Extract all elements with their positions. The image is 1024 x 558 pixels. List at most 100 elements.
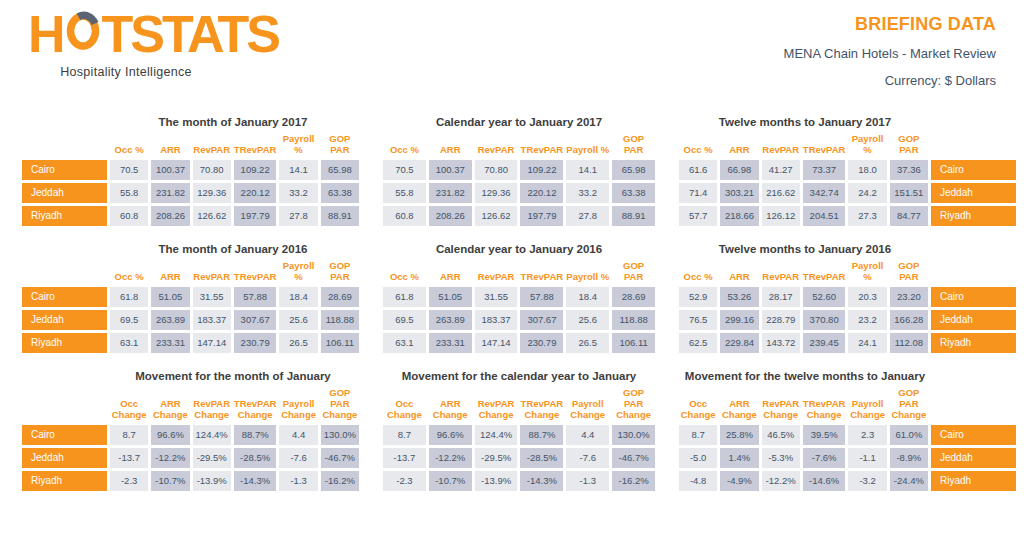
column-header: Payroll Change bbox=[279, 398, 317, 422]
column-header: Occ Change bbox=[679, 398, 717, 422]
data-cell: 26.5 bbox=[279, 333, 317, 353]
report-title: BRIEFING DATA bbox=[784, 14, 996, 35]
column-header: ARR bbox=[429, 144, 472, 157]
table-month-jan-2017: The month of January 2017Occ %ARRRevPART… bbox=[22, 116, 359, 226]
data-cell: -12.2% bbox=[762, 471, 800, 491]
column-header: GOP PAR bbox=[890, 133, 928, 157]
table-twelve-months-2017: Twelve months to January 2017Occ %ARRRev… bbox=[679, 116, 1016, 226]
data-cell: -46.7% bbox=[321, 448, 359, 468]
logo-wordmark: H TSTATS bbox=[28, 8, 278, 59]
data-cell: 4.4 bbox=[279, 425, 317, 445]
header-spacer bbox=[22, 133, 107, 157]
data-cell: -4.8 bbox=[679, 471, 717, 491]
data-cell: 230.79 bbox=[234, 333, 277, 353]
data-cell: 1.4% bbox=[720, 448, 758, 468]
data-cell: 2.3 bbox=[848, 425, 886, 445]
table-title: Twelve months to January 2017 bbox=[679, 116, 1016, 128]
column-header: RevPAR bbox=[475, 144, 518, 157]
data-cell: 126.12 bbox=[762, 206, 800, 226]
data-cell: -29.5% bbox=[475, 448, 518, 468]
column-header: Occ Change bbox=[110, 398, 148, 422]
data-cell: 124.4% bbox=[193, 425, 231, 445]
row-label-jeddah: Jeddah bbox=[931, 448, 1016, 468]
data-cell: 220.12 bbox=[234, 183, 277, 203]
data-cell: -12.2% bbox=[151, 448, 189, 468]
data-cell: 109.22 bbox=[234, 160, 277, 180]
data-cell: 126.62 bbox=[193, 206, 231, 226]
data-cell: 65.98 bbox=[612, 160, 655, 180]
data-cell: 61.6 bbox=[679, 160, 717, 180]
data-cell: 28.17 bbox=[762, 287, 800, 307]
data-cell: 33.2 bbox=[566, 183, 609, 203]
data-cell: 129.36 bbox=[475, 183, 518, 203]
data-cell: -1.3 bbox=[279, 471, 317, 491]
data-cell: 33.2 bbox=[279, 183, 317, 203]
column-header: RevPAR bbox=[475, 271, 518, 284]
column-header: Occ % bbox=[383, 271, 426, 284]
data-cell: 130.0% bbox=[321, 425, 359, 445]
data-cell: 23.2 bbox=[848, 310, 886, 330]
table-calendar-year-2017: Calendar year to January 2017Occ %ARRRev… bbox=[383, 116, 655, 226]
data-cell: 197.79 bbox=[234, 206, 277, 226]
data-cell: -8.9% bbox=[890, 448, 928, 468]
data-cell: 25.8% bbox=[720, 425, 758, 445]
data-cell: 57.88 bbox=[520, 287, 563, 307]
data-cell: 233.31 bbox=[151, 333, 189, 353]
data-cell: -5.3% bbox=[762, 448, 800, 468]
data-cell: 55.8 bbox=[383, 183, 426, 203]
logo-text-left: H bbox=[28, 10, 63, 59]
row-label-cairo: Cairo bbox=[931, 287, 1016, 307]
data-cell: 166.28 bbox=[890, 310, 928, 330]
row-label-jeddah: Jeddah bbox=[931, 183, 1016, 203]
column-header: RevPAR bbox=[762, 271, 800, 284]
data-cell: 63.38 bbox=[321, 183, 359, 203]
table-title: Calendar year to January 2016 bbox=[383, 243, 655, 255]
table-movement-month: Movement for the month of January Occ Cha… bbox=[22, 370, 359, 491]
data-cell: 18.4 bbox=[279, 287, 317, 307]
column-header: TRevPAR Change bbox=[520, 398, 563, 422]
data-cell: 26.5 bbox=[566, 333, 609, 353]
column-header: TRevPAR Change bbox=[803, 398, 846, 422]
row-label-riyadh: Riyadh bbox=[931, 471, 1016, 491]
data-cell: 307.67 bbox=[520, 310, 563, 330]
data-cell: 39.5% bbox=[803, 425, 846, 445]
row-label-cairo: Cairo bbox=[22, 160, 107, 180]
data-cell: 31.55 bbox=[475, 287, 518, 307]
data-cell: 70.5 bbox=[110, 160, 148, 180]
data-cell: 307.67 bbox=[234, 310, 277, 330]
column-header: ARR bbox=[151, 271, 189, 284]
data-cell: 60.8 bbox=[110, 206, 148, 226]
data-cell: 370.80 bbox=[803, 310, 846, 330]
data-cell: 18.0 bbox=[848, 160, 886, 180]
data-cell: 14.1 bbox=[279, 160, 317, 180]
column-header: Occ Change bbox=[383, 398, 426, 422]
data-cell: -3.2 bbox=[848, 471, 886, 491]
data-cell: 27.8 bbox=[566, 206, 609, 226]
data-cell: 216.62 bbox=[762, 183, 800, 203]
data-cell: 65.98 bbox=[321, 160, 359, 180]
column-header: Payroll % bbox=[566, 144, 609, 157]
data-table: Occ ChangeARR ChangeRevPAR ChangeTRevPAR… bbox=[679, 387, 1016, 491]
data-cell: 25.6 bbox=[566, 310, 609, 330]
table-calendar-year-2016: Calendar year to January 2016Occ %ARRRev… bbox=[383, 243, 655, 353]
column-header: GOP PAR Change bbox=[612, 387, 655, 422]
row-label-riyadh: Riyadh bbox=[22, 333, 107, 353]
data-cell: 263.89 bbox=[151, 310, 189, 330]
column-header: ARR bbox=[720, 271, 758, 284]
header-spacer bbox=[931, 387, 1016, 422]
data-cell: -14.3% bbox=[520, 471, 563, 491]
column-header: TRevPAR bbox=[803, 144, 846, 157]
data-cell: 96.6% bbox=[429, 425, 472, 445]
tables-grid: The month of January 2017Occ %ARRRevPART… bbox=[0, 112, 1024, 491]
data-cell: 62.5 bbox=[679, 333, 717, 353]
data-cell: 57.7 bbox=[679, 206, 717, 226]
data-cell: 24.2 bbox=[848, 183, 886, 203]
column-header: Payroll Change bbox=[566, 398, 609, 422]
data-cell: 69.5 bbox=[110, 310, 148, 330]
report-header: BRIEFING DATA MENA Chain Hotels - Market… bbox=[784, 14, 996, 88]
data-cell: 100.37 bbox=[151, 160, 189, 180]
data-cell: 28.69 bbox=[612, 287, 655, 307]
data-cell: 100.37 bbox=[429, 160, 472, 180]
data-cell: 4.4 bbox=[566, 425, 609, 445]
table-title: Movement for the month of January bbox=[22, 370, 359, 382]
